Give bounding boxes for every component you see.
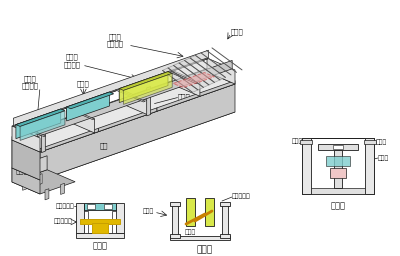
Bar — [76, 203, 84, 233]
Polygon shape — [147, 87, 151, 116]
Text: 固定壁: 固定壁 — [178, 93, 190, 100]
Bar — [170, 202, 180, 206]
Text: 中間部
上下移動: 中間部 上下移動 — [64, 54, 80, 68]
Polygon shape — [16, 109, 65, 126]
Polygon shape — [38, 174, 42, 185]
Polygon shape — [12, 116, 70, 140]
Polygon shape — [12, 58, 208, 127]
Text: 回転桁: 回転桁 — [292, 138, 303, 144]
Bar — [365, 138, 374, 194]
Polygon shape — [67, 107, 95, 133]
Bar — [311, 188, 365, 194]
Text: 後端部
回転移動: 後端部 回転移動 — [106, 33, 124, 47]
Text: 連結棒: 連結棒 — [184, 229, 196, 235]
Polygon shape — [22, 179, 26, 190]
Text: 前端部
左右移動: 前端部 左右移動 — [22, 75, 38, 89]
Polygon shape — [172, 70, 200, 96]
Bar — [222, 204, 228, 236]
Polygon shape — [129, 69, 207, 99]
Bar — [330, 168, 346, 178]
Bar — [170, 236, 230, 240]
Text: 左右移動桁: 左右移動桁 — [55, 203, 74, 209]
Bar — [326, 156, 350, 166]
Polygon shape — [12, 72, 207, 168]
Polygon shape — [40, 84, 235, 180]
Polygon shape — [70, 96, 129, 120]
Polygon shape — [115, 89, 145, 102]
Polygon shape — [168, 65, 204, 90]
Bar — [302, 138, 311, 194]
Text: 後端部: 後端部 — [330, 201, 346, 210]
Polygon shape — [179, 60, 214, 85]
Polygon shape — [174, 63, 209, 87]
Polygon shape — [16, 109, 61, 139]
Polygon shape — [119, 72, 172, 90]
Polygon shape — [12, 100, 235, 180]
Bar — [84, 211, 88, 233]
Polygon shape — [12, 140, 40, 180]
Bar — [318, 144, 358, 150]
Polygon shape — [124, 73, 172, 104]
Text: 前端部: 前端部 — [92, 241, 108, 251]
Text: タイロッド: タイロッド — [53, 218, 72, 224]
Text: 中間部: 中間部 — [197, 246, 213, 254]
Polygon shape — [61, 183, 64, 195]
Text: 固定壁: 固定壁 — [378, 155, 389, 161]
Polygon shape — [45, 189, 49, 200]
Text: 固定壁: 固定壁 — [376, 139, 387, 145]
Bar — [172, 204, 178, 236]
Polygon shape — [37, 60, 232, 137]
Bar — [76, 233, 124, 238]
Bar — [92, 223, 108, 233]
Polygon shape — [42, 123, 45, 153]
Bar — [334, 150, 342, 188]
Bar — [302, 138, 374, 194]
Polygon shape — [65, 107, 95, 120]
Polygon shape — [173, 72, 214, 88]
Polygon shape — [12, 168, 40, 194]
Text: 上下移動桁: 上下移動桁 — [232, 193, 251, 199]
Bar — [220, 234, 230, 238]
Text: 固定壁: 固定壁 — [143, 208, 154, 214]
Bar — [112, 211, 116, 233]
Bar — [220, 202, 230, 206]
Bar — [80, 219, 120, 224]
Bar — [170, 234, 180, 238]
Polygon shape — [20, 111, 65, 141]
Polygon shape — [67, 92, 114, 109]
Bar — [300, 140, 312, 144]
Text: 固定壁: 固定壁 — [77, 81, 90, 88]
Polygon shape — [119, 72, 168, 103]
Polygon shape — [12, 156, 47, 182]
Bar — [87, 204, 95, 209]
Polygon shape — [40, 128, 98, 152]
Polygon shape — [184, 58, 220, 82]
Polygon shape — [157, 81, 235, 111]
Text: 床版: 床版 — [100, 142, 108, 149]
Polygon shape — [207, 58, 235, 84]
Polygon shape — [98, 108, 157, 132]
Polygon shape — [12, 72, 235, 152]
Polygon shape — [12, 126, 40, 152]
Polygon shape — [168, 71, 198, 84]
Polygon shape — [162, 68, 198, 92]
Text: 機械室: 機械室 — [16, 167, 28, 174]
Polygon shape — [119, 89, 147, 115]
Bar — [186, 198, 195, 226]
Bar — [333, 145, 343, 149]
Polygon shape — [12, 170, 75, 194]
Bar — [104, 204, 112, 209]
Bar — [205, 198, 214, 226]
Bar — [116, 203, 124, 233]
Polygon shape — [67, 92, 110, 121]
Polygon shape — [190, 55, 226, 80]
Bar — [364, 140, 376, 144]
Text: 固定壁: 固定壁 — [231, 29, 244, 35]
Polygon shape — [14, 50, 208, 127]
Polygon shape — [16, 124, 46, 137]
Bar — [84, 203, 116, 210]
